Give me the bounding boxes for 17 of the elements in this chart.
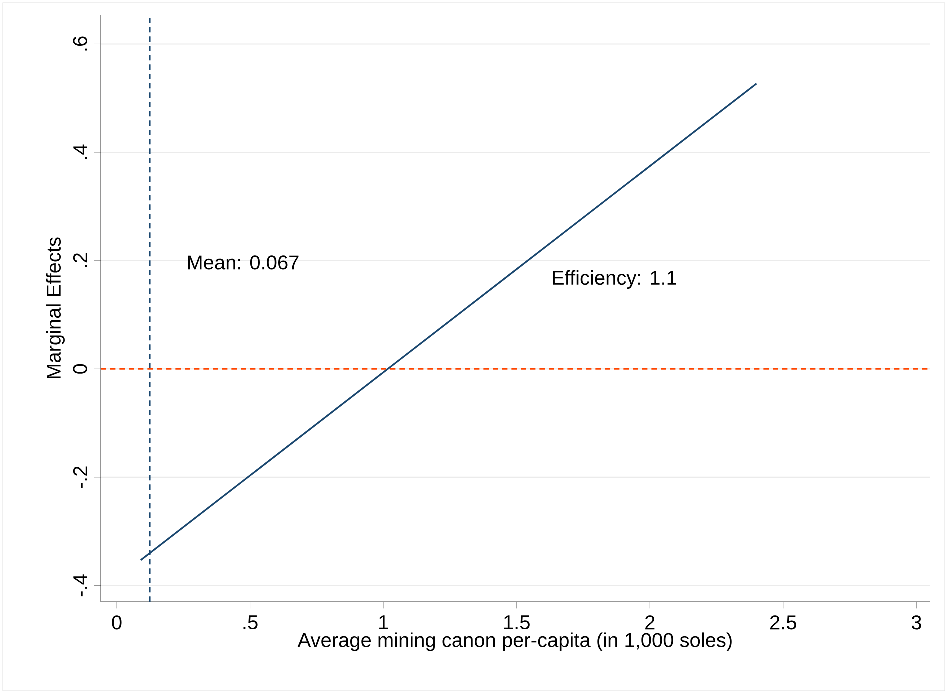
x-tick-label: 1 (380, 616, 388, 630)
y-axis-title: Marginal Effects (46, 238, 65, 378)
x-tick-label: 0 (112, 616, 122, 630)
x-tick-label: 2.5 (770, 616, 796, 630)
x-tick-label: 2 (646, 616, 655, 630)
x-tick-label: 1.5 (504, 616, 530, 630)
y-tick-label: 0 (73, 364, 88, 374)
annotation: Efficiency: 1.1 (553, 270, 676, 290)
x-tick-label: 3 (912, 616, 922, 630)
x-axis-title: Average mining canon per-capita (in 1,000 soles) (298, 632, 732, 652)
y-tick-label: -.4 (74, 574, 88, 597)
y-tick-label: .6 (73, 36, 88, 51)
y-tick-label: .4 (74, 144, 88, 160)
x-tick-label: .5 (244, 616, 258, 630)
y-tick-label: -.2 (73, 466, 88, 488)
y-tick-label: .2 (73, 254, 88, 268)
annotation: Mean: 0.067 (188, 256, 299, 270)
